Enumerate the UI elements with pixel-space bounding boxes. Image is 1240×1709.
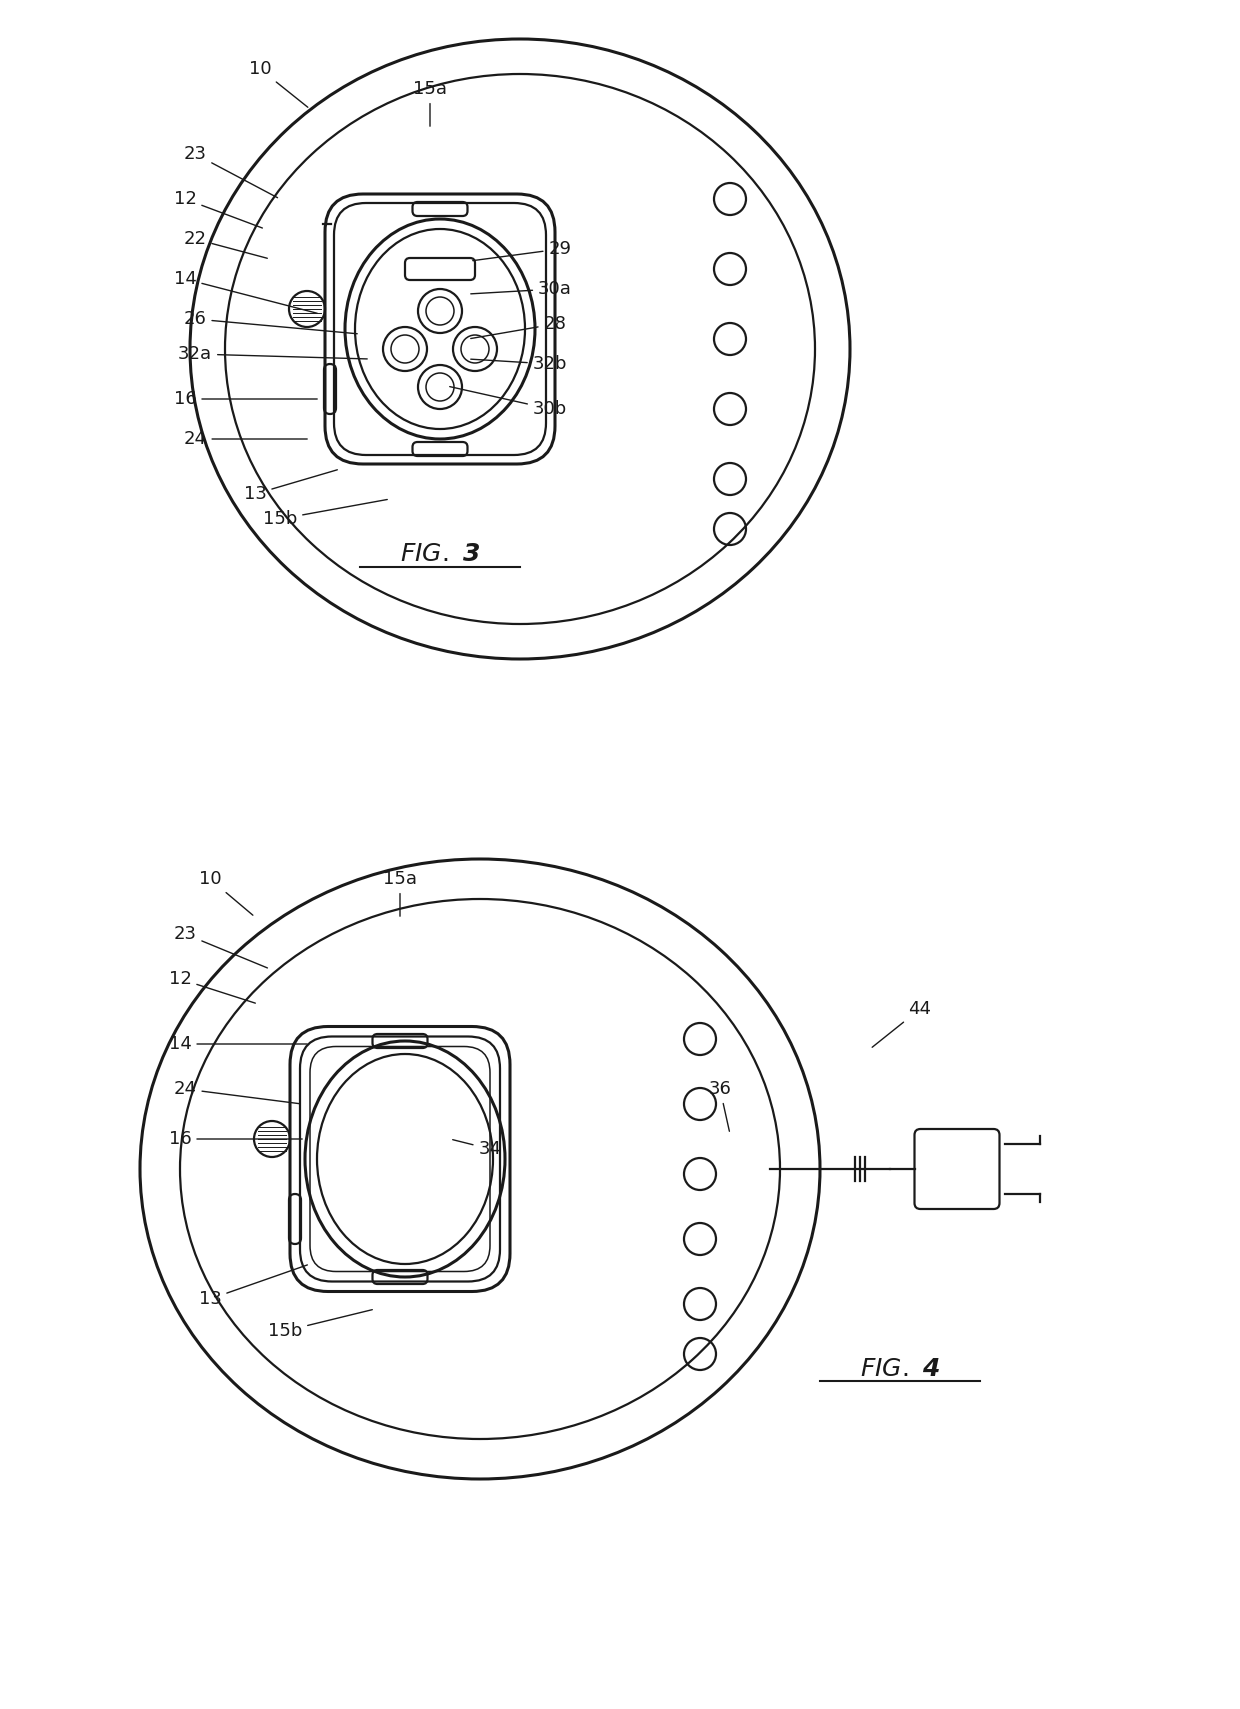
Text: 24: 24: [174, 1080, 299, 1104]
Text: 16: 16: [174, 390, 317, 408]
Text: 15a: 15a: [413, 80, 446, 126]
Text: 32a: 32a: [177, 345, 367, 362]
Text: 12: 12: [169, 971, 255, 1003]
Text: 10: 10: [198, 870, 253, 916]
Text: 30a: 30a: [471, 280, 572, 297]
Text: 15a: 15a: [383, 870, 417, 916]
Text: $\mathit{F}$$\mathit{IG.}$ 3: $\mathit{F}$$\mathit{IG.}$ 3: [399, 542, 480, 566]
Text: 36: 36: [708, 1080, 732, 1131]
Text: 29: 29: [472, 239, 572, 261]
Text: 30b: 30b: [450, 386, 567, 419]
Text: 15b: 15b: [263, 499, 387, 528]
Text: 28: 28: [471, 314, 567, 338]
Text: 22: 22: [184, 231, 268, 258]
Text: 13: 13: [243, 470, 337, 502]
Text: 13: 13: [198, 1265, 308, 1307]
Text: 32b: 32b: [471, 355, 567, 373]
Text: 14: 14: [174, 270, 317, 313]
Text: 14: 14: [169, 1036, 308, 1053]
Text: 24: 24: [184, 431, 308, 448]
Text: 15b: 15b: [268, 1309, 372, 1340]
Text: 12: 12: [174, 190, 263, 227]
Text: 16: 16: [169, 1130, 303, 1148]
Text: 23: 23: [174, 925, 268, 967]
Text: 34: 34: [453, 1140, 501, 1159]
Text: 23: 23: [184, 145, 278, 198]
Text: 10: 10: [249, 60, 308, 108]
Text: 26: 26: [184, 309, 357, 333]
Text: 44: 44: [872, 1000, 931, 1048]
Text: $\mathit{F}$$\mathit{IG.}$ 4: $\mathit{F}$$\mathit{IG.}$ 4: [859, 1357, 940, 1381]
